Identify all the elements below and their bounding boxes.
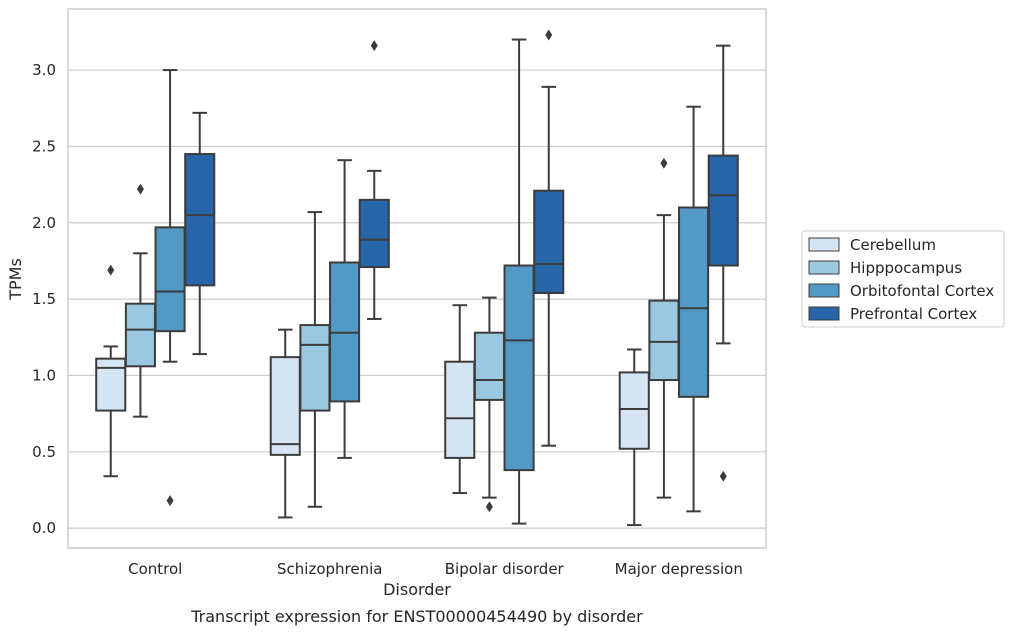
box [678, 206, 710, 398]
x-tick-label: Control [128, 560, 182, 578]
box-group [184, 111, 216, 356]
y-tick-label: 0.5 [32, 443, 56, 461]
y-axis-label: TPMs [6, 258, 25, 301]
outlier-point [370, 40, 378, 52]
box [444, 360, 476, 459]
box [299, 324, 331, 412]
box-group [503, 38, 535, 525]
legend-label: Orbitofontal Cortex [850, 282, 994, 300]
x-tick-label: Major depression [615, 560, 743, 578]
outlier-point [166, 495, 174, 507]
legend-label: Hipppocampus [850, 259, 962, 277]
outlier-point [485, 501, 493, 513]
box-group [269, 328, 301, 519]
box [533, 189, 565, 295]
legend-swatch [808, 237, 840, 252]
outlier-point [136, 183, 144, 195]
y-axis-ticks: 0.0 0.5 1.0 1.5 2.0 2.5 3.0 [32, 61, 56, 537]
x-axis-ticks: Control Schizophrenia Bipolar disorder Majo… [128, 560, 743, 578]
outlier-point [545, 29, 553, 41]
plot-frame [67, 8, 767, 549]
y-tick-label: 2.5 [32, 137, 56, 155]
chart-caption: Transcript expression for ENST0000045449… [190, 607, 643, 626]
box-group [678, 105, 710, 513]
legend-label: Prefrontal Cortex [850, 305, 977, 323]
box [184, 153, 216, 287]
box-group [358, 40, 390, 320]
x-tick-label: Bipolar disorder [445, 560, 565, 578]
box [473, 331, 505, 401]
box [95, 357, 127, 412]
y-tick-label: 0.0 [32, 519, 56, 537]
box-group [618, 348, 650, 527]
box [358, 198, 390, 269]
box [154, 226, 186, 333]
x-tick-label: Schizophrenia [277, 560, 382, 578]
box-group [329, 159, 361, 459]
box-group [707, 44, 739, 482]
outlier-point [660, 157, 668, 169]
box [618, 371, 650, 450]
box-group [533, 29, 565, 447]
box-group [444, 304, 476, 495]
box-group [299, 211, 331, 508]
y-tick-label: 1.5 [32, 290, 56, 308]
box-group [95, 264, 127, 478]
box-group [648, 157, 680, 499]
box [124, 302, 156, 368]
legend-swatch [808, 306, 840, 321]
legend-swatch [808, 283, 840, 298]
y-tick-label: 3.0 [32, 61, 56, 79]
box-group [124, 183, 156, 418]
box [707, 154, 739, 267]
y-tick-label: 1.0 [32, 366, 56, 384]
box [648, 299, 680, 382]
box-group [154, 69, 186, 507]
outlier-point [107, 264, 115, 276]
legend: Cerebellum Hipppocampus Orbitofontal Corte… [801, 230, 1005, 328]
plot-marks [95, 29, 739, 527]
x-axis-label: Disorder [383, 580, 451, 599]
legend-label: Cerebellum [850, 236, 936, 254]
legend-frame [801, 230, 1005, 328]
outlier-point [719, 470, 727, 482]
box [503, 264, 535, 472]
legend-swatch [808, 260, 840, 275]
y-tick-label: 2.0 [32, 214, 56, 232]
box [269, 356, 301, 456]
